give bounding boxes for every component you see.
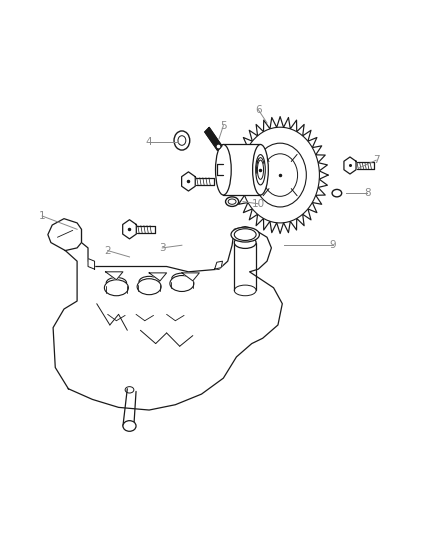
Text: 8: 8	[364, 188, 371, 198]
Polygon shape	[53, 227, 283, 410]
Ellipse shape	[332, 189, 342, 197]
Ellipse shape	[174, 131, 190, 150]
Ellipse shape	[254, 143, 306, 207]
Text: 1: 1	[39, 211, 46, 221]
Polygon shape	[88, 259, 95, 269]
Text: 7: 7	[373, 155, 379, 165]
Polygon shape	[48, 219, 81, 251]
Ellipse shape	[215, 144, 231, 195]
Ellipse shape	[253, 144, 268, 195]
Ellipse shape	[231, 227, 259, 242]
Ellipse shape	[241, 127, 319, 223]
Text: 4: 4	[146, 136, 152, 147]
Text: 2: 2	[104, 246, 111, 255]
Text: 10: 10	[252, 199, 265, 209]
Ellipse shape	[256, 155, 265, 185]
Ellipse shape	[226, 197, 239, 206]
Text: 5: 5	[220, 120, 227, 131]
Polygon shape	[182, 273, 199, 281]
Polygon shape	[344, 157, 356, 174]
Ellipse shape	[123, 421, 136, 431]
Polygon shape	[149, 273, 166, 281]
Polygon shape	[205, 127, 222, 150]
FancyBboxPatch shape	[223, 144, 261, 195]
Polygon shape	[182, 172, 195, 191]
Ellipse shape	[234, 237, 256, 248]
Polygon shape	[232, 117, 328, 233]
Polygon shape	[123, 220, 136, 239]
Text: 9: 9	[329, 240, 336, 250]
Polygon shape	[106, 272, 123, 280]
Polygon shape	[215, 261, 223, 269]
Text: 6: 6	[255, 104, 261, 115]
Text: 3: 3	[159, 243, 166, 253]
